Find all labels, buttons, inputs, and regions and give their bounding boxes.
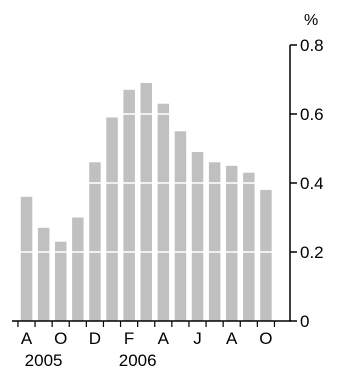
bar: [20, 196, 33, 321]
x-tick-label: O: [259, 329, 272, 348]
bar: [191, 152, 204, 321]
bars-group: [20, 83, 272, 322]
year-label: 2006: [119, 351, 157, 370]
y-tick-label: 0.8: [300, 36, 324, 55]
bar: [174, 131, 187, 322]
x-tick-label: A: [158, 329, 170, 348]
y-axis-unit-label: %: [304, 12, 318, 29]
bar: [260, 189, 272, 321]
bar: [243, 172, 255, 321]
x-tick-label: F: [124, 329, 134, 348]
y-tick-label: 0.6: [300, 105, 324, 124]
bar: [208, 162, 221, 321]
bar: [123, 89, 135, 321]
x-tick-label: D: [89, 329, 101, 348]
x-tick-label: A: [21, 329, 33, 348]
x-tick-label: J: [193, 329, 202, 348]
year-label: 2005: [25, 351, 63, 370]
bar: [72, 217, 84, 321]
x-tick-label: O: [54, 329, 67, 348]
bar: [226, 165, 238, 322]
y-tick-label: 0.2: [300, 243, 324, 262]
y-tick-label: 0: [300, 312, 309, 331]
gridlines-group: [12, 113, 290, 253]
axes-group: [12, 44, 297, 327]
bar: [89, 162, 101, 321]
y-tick-label: 0.4: [300, 174, 324, 193]
bar: [106, 117, 118, 321]
bar: [157, 103, 170, 321]
labels-group: 0 0.2 0.4 0.6 0.8 A O D F A J A O 2005 2006: [21, 36, 324, 370]
bar: [37, 227, 50, 321]
bar: [140, 83, 152, 321]
x-tick-label: A: [226, 329, 238, 348]
bar: [55, 241, 67, 321]
